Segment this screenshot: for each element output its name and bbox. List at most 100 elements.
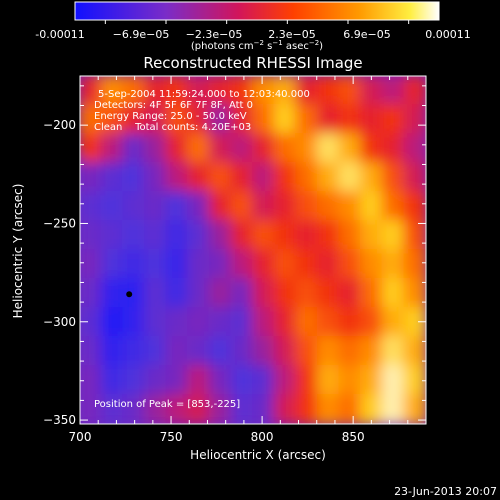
heatmap-cell (273, 307, 298, 338)
heatmap-cell (360, 336, 384, 367)
y-tick-label: −250 (43, 216, 76, 230)
x-tick-label: 800 (251, 430, 274, 444)
heatmap-cell (295, 76, 319, 106)
heatmap-cell (252, 278, 276, 309)
heatmap-cell (122, 162, 146, 193)
heatmap-cell (381, 336, 406, 367)
heatmap-cell (316, 191, 341, 222)
heatmap-cell (208, 104, 233, 135)
heatmap-cell (187, 162, 211, 193)
heatmap-cell (338, 394, 363, 424)
heatmap-cell (122, 104, 146, 135)
heatmap-cell (208, 220, 233, 251)
heatmap-cell (295, 104, 319, 135)
heatmap-cell (381, 249, 406, 280)
heatmap-cell (165, 191, 190, 222)
heatmap-cell (143, 278, 168, 309)
heatmap-cell (230, 278, 255, 309)
heatmap-cell (316, 307, 341, 338)
heatmap-cell (295, 394, 319, 424)
heatmap-cell (381, 133, 406, 164)
heatmap-cell (252, 162, 276, 193)
heatmap-cell (80, 220, 103, 251)
heatmap-cell (80, 104, 103, 135)
colorbar: -0.00011 −6.9e−05 −2.3e−05 2.3e−05 6.9e−… (35, 1, 471, 52)
heatmap-cell (230, 220, 255, 251)
heatmap-cell (165, 336, 190, 367)
heatmap-cell (143, 394, 168, 424)
heatmap-cell (338, 278, 363, 309)
heatmap-cell (165, 249, 190, 280)
heatmap-cell (252, 133, 276, 164)
heatmap-cell (100, 133, 125, 164)
footer-timestamp: 23-Jun-2013 20:07 (394, 485, 497, 498)
heatmap-cell (80, 133, 103, 164)
heatmap-cell (143, 162, 168, 193)
heatmap-cell (187, 76, 211, 106)
heatmap-cell (338, 76, 363, 106)
heatmap-cell (381, 278, 406, 309)
heatmap-cell (143, 307, 168, 338)
heatmap-cell (230, 162, 255, 193)
heatmap-cell (208, 336, 233, 367)
heatmap-cell (208, 278, 233, 309)
heatmap-cell (316, 365, 341, 396)
heatmap-cell (143, 220, 168, 251)
heatmap-cell (403, 76, 426, 106)
heatmap-cell (338, 365, 363, 396)
y-tick-label: −200 (43, 118, 76, 132)
heatmap-cell (273, 365, 298, 396)
heatmap-cell (143, 249, 168, 280)
heatmap-cell (165, 307, 190, 338)
heatmap-cell (316, 336, 341, 367)
heatmap-cell (208, 76, 233, 106)
heatmap-cell (295, 133, 319, 164)
heatmap-cell (252, 76, 276, 106)
heatmap-cell (230, 133, 255, 164)
heatmap-cell (80, 365, 103, 396)
heatmap-cell (316, 278, 341, 309)
heatmap-cell (80, 76, 103, 106)
heatmap-cell (360, 278, 384, 309)
heatmap-cell (295, 162, 319, 193)
heatmap-cell (403, 307, 426, 338)
heatmap-cell (143, 133, 168, 164)
heatmap-cell (338, 220, 363, 251)
x-axis-label: Heliocentric X (arcsec) (190, 448, 326, 462)
heatmap-cell (100, 220, 125, 251)
heatmap-cell (143, 104, 168, 135)
colorbar-tick-label: 2.3e−05 (268, 28, 315, 41)
heatmap-cell (100, 307, 125, 338)
heatmap-cell (360, 162, 384, 193)
heatmap-cell (208, 162, 233, 193)
heatmap-cell (252, 365, 276, 396)
heatmap-cell (80, 307, 103, 338)
heatmap-cell (316, 220, 341, 251)
heatmap-cell (252, 307, 276, 338)
heatmap-cell (100, 394, 125, 424)
heatmap-cell (273, 191, 298, 222)
heatmap-cell (295, 278, 319, 309)
clean-counts-text: Clean Total counts: 4.20E+03 (94, 122, 251, 133)
colorbar-unit-label: (photons cm−2 s−1 asec−2) (191, 39, 323, 52)
heatmap-cell (100, 365, 125, 396)
heatmap-cell (403, 104, 426, 135)
colorbar-gradient (74, 1, 440, 21)
heatmap-cell (208, 394, 233, 424)
heatmap-cell (316, 249, 341, 280)
heatmap-cell (273, 162, 298, 193)
heatmap-cell (122, 307, 146, 338)
heatmap-cell (187, 104, 211, 135)
annotation-block: 5-Sep-2004 11:59:24.000 to 12:03:40.000 … (94, 89, 310, 410)
heatmap-cell (338, 307, 363, 338)
heatmap-cell (230, 104, 255, 135)
heatmap-cell (316, 104, 341, 135)
heatmap-cell (252, 104, 276, 135)
heatmap-cell (273, 336, 298, 367)
heatmap-cell (403, 365, 426, 396)
heatmap-cell (100, 104, 125, 135)
plot-frame (79, 75, 427, 425)
heatmap-cell (80, 162, 103, 193)
heatmap-cell (360, 307, 384, 338)
heatmap-cell (381, 162, 406, 193)
